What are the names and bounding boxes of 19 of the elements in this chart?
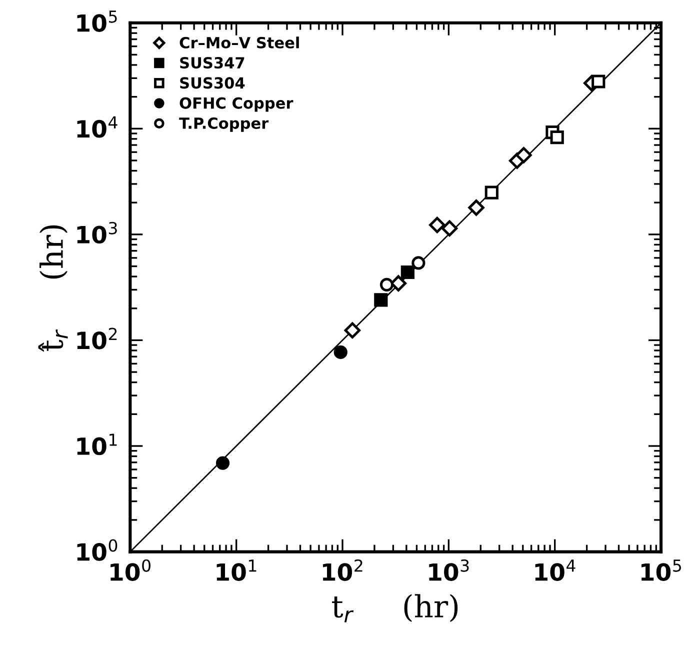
text: t$_{r}$ (hr) [332,594,458,622]
x-tick-label: 10$^{2}$ [322,559,362,581]
legend-label: SUS304 [180,77,245,89]
x-tick-label: 10$^{3}$ [429,559,469,581]
y-tick-label: 10$^{4}$ [77,116,118,138]
x-tick-label: 10$^{1}$ [216,560,256,582]
y-tick-label: 10$^{0}$ [77,539,118,561]
y-tick-label: 10$^{3}$ [77,222,117,244]
y-tick-label: 10$^{2}$ [77,328,117,350]
x-tick-label: 10$^{0}$ [110,559,150,581]
legend-label: T.P.Copper [179,117,269,132]
legend-label: Cr–Mo–V Steel [180,36,299,48]
y-tick-label: 10$^{1}$ [77,434,117,456]
x-tick-label: 10$^{4}$ [535,560,576,582]
text: t̂$_{r}$ (hr) [38,225,68,352]
legend-label: SUS347 [180,57,244,69]
legend-label: OFHC Copper [180,97,294,112]
y-tick-label: 10$^{5}$ [77,10,117,32]
x-tick-label: 10$^{5}$ [641,560,681,582]
